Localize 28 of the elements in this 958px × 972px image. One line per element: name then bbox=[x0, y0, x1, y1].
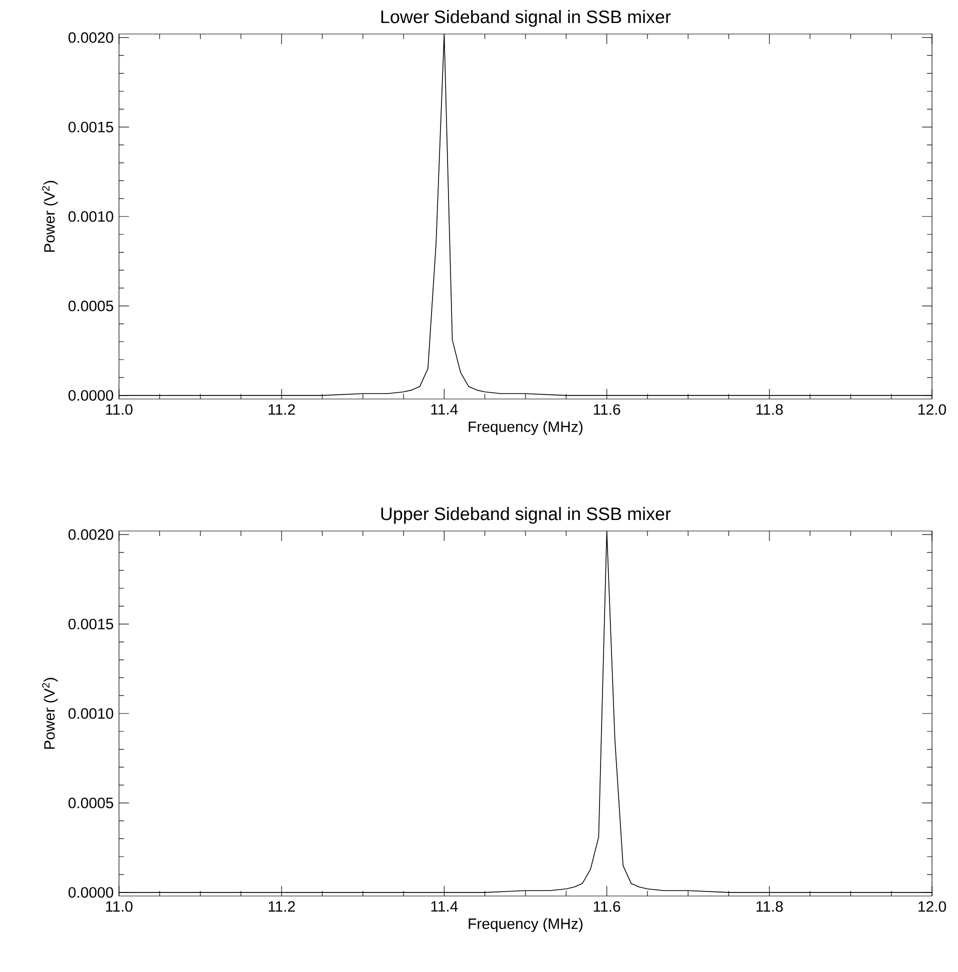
x-tick-label: 11.6 bbox=[594, 404, 620, 415]
y-tick-label: 0.0020 bbox=[68, 32, 114, 43]
x-axis-title: Frequency (MHz) bbox=[468, 918, 582, 932]
y-tick-label: 0.0010 bbox=[68, 211, 114, 222]
x-tick-label: 11.2 bbox=[268, 901, 295, 912]
x-tick-label: 11.4 bbox=[431, 901, 458, 912]
y-tick-label: 0.0005 bbox=[68, 798, 114, 808]
x-tick-label: 11.0 bbox=[106, 901, 132, 912]
y-tick-label: 0.0015 bbox=[68, 122, 114, 132]
y-axis-title: Power (V$^{2}$) bbox=[42, 180, 58, 252]
y-tick-label: 0.0020 bbox=[68, 529, 114, 540]
y-tick-label: 0.0000 bbox=[68, 887, 114, 898]
x-tick-label: 12.0 bbox=[918, 404, 946, 415]
x-tick-label: 12.0 bbox=[918, 901, 946, 912]
y-tick-label: 0.0015 bbox=[68, 618, 114, 630]
x-axis-title: Frequency (MHz) bbox=[468, 421, 582, 435]
chart-title: Upper Sideband signal in SSB mixer bbox=[381, 507, 671, 524]
x-tick-label: 11.2 bbox=[268, 404, 295, 415]
x-tick-label: 11.8 bbox=[756, 901, 783, 912]
y-tick-label: 0.0005 bbox=[68, 300, 114, 312]
x-tick-label: 11.6 bbox=[594, 901, 620, 912]
y-axis-title: Power (V$^{2}$) bbox=[42, 678, 58, 749]
y-tick-label: 0.0010 bbox=[68, 708, 114, 719]
x-tick-label: 11.4 bbox=[431, 404, 458, 415]
x-tick-label: 11.0 bbox=[106, 404, 132, 415]
y-tick-label: 0.0000 bbox=[68, 390, 114, 401]
x-tick-label: 11.8 bbox=[756, 404, 783, 415]
chart-title: Lower Sideband signal in SSB mixer bbox=[381, 10, 671, 27]
